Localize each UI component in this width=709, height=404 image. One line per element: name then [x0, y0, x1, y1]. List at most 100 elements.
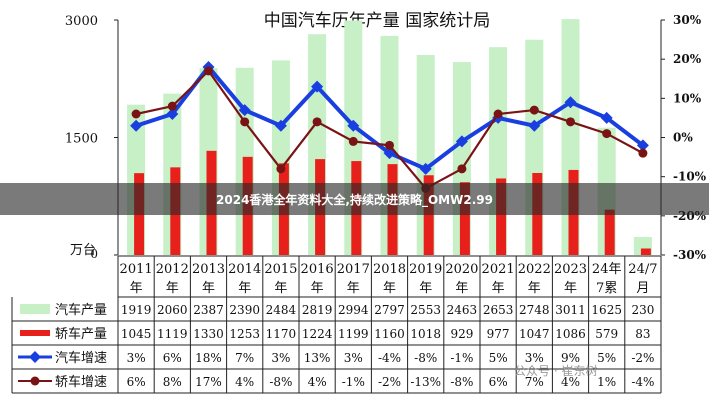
bar-car-output	[459, 182, 470, 255]
category-label: 24/7	[628, 262, 657, 277]
point-car-growth	[457, 164, 467, 174]
point-car-growth	[385, 140, 394, 150]
table-cell-value: 1224	[302, 327, 333, 341]
legend-marker-car-growth	[30, 376, 40, 386]
table-cell-value: 3011	[555, 303, 586, 317]
caption-text: 2024香港全年资料大全,持续改进策略_OMW2.99	[216, 192, 493, 207]
table-cell-value: 929	[450, 327, 473, 341]
category-label: 2021	[482, 262, 515, 277]
legend-label: 轿车产量	[55, 326, 107, 342]
table-cell-value: 3%	[271, 351, 290, 365]
table-cell-value: 3%	[344, 351, 363, 365]
table-cell-value: 1625	[591, 303, 622, 317]
point-car-growth	[348, 136, 358, 146]
category-label: 7累	[596, 281, 617, 296]
category-label: 24年	[592, 262, 622, 277]
table-cell-value: 2819	[302, 303, 333, 317]
table-cell-value: 1919	[121, 303, 152, 317]
point-vehicle-growth	[311, 80, 324, 93]
table-cell-value: 1045	[121, 327, 152, 341]
category-label: 年	[166, 281, 179, 296]
table-cell-value: 7%	[525, 375, 544, 389]
table-cell-value: 230	[631, 303, 654, 317]
y-right-tick-label: 30%	[673, 13, 702, 27]
point-vehicle-growth	[419, 162, 432, 175]
y-right-tick-label: 0%	[673, 131, 693, 145]
legend-swatch-car-output	[20, 330, 50, 336]
category-label: 2015	[264, 262, 297, 277]
point-car-growth	[566, 117, 575, 127]
point-car-growth	[602, 129, 612, 139]
point-car-growth	[312, 117, 322, 127]
point-vehicle-growth	[564, 96, 577, 109]
category-label: 年	[383, 281, 396, 296]
category-label: 年	[419, 281, 432, 296]
category-label: 2022	[518, 262, 551, 277]
point-vehicle-growth	[166, 108, 179, 120]
point-car-growth	[493, 109, 503, 119]
legend-label: 汽车增速	[55, 350, 107, 366]
table-cell-value: 3%	[525, 351, 544, 365]
point-car-growth	[240, 117, 250, 127]
table-cell-value: -4%	[378, 351, 401, 365]
table-cell-value: 1047	[519, 327, 550, 341]
table-cell-value: 4%	[235, 375, 254, 389]
point-car-growth	[131, 109, 141, 119]
category-label: 年	[202, 281, 215, 296]
table-cell-value: 83	[635, 327, 650, 341]
table-cell-value: 1160	[374, 327, 405, 341]
table-cell-value: 2797	[374, 303, 405, 317]
y-left-tick-label: 1500	[65, 132, 98, 147]
chart-title: 中国汽车历年产量 国家统计局	[264, 11, 490, 31]
table-cell-value: 18%	[195, 351, 222, 365]
category-label: 年	[492, 281, 505, 296]
caption-overlay: 2024香港全年资料大全,持续改进策略_OMW2.99	[0, 183, 709, 215]
table-cell-value: 9%	[561, 351, 580, 365]
category-label: 2016	[301, 262, 334, 277]
point-vehicle-growth	[347, 119, 360, 132]
table-cell-value: 6%	[163, 351, 182, 365]
bar-car-output	[604, 209, 615, 255]
table-cell-value: 2994	[338, 303, 369, 317]
table-cell-value: 977	[487, 327, 510, 341]
table-cell-value: -2%	[378, 375, 401, 389]
table-cell-value: 1330	[193, 327, 224, 341]
y-right-tick-label: 10%	[673, 91, 702, 105]
table-cell-value: -1%	[342, 375, 365, 389]
table-cell-value: 8%	[163, 375, 182, 389]
table-cell-value: 7%	[235, 351, 254, 365]
table-cell-value: -8%	[414, 351, 437, 365]
table-cell-value: 2463	[447, 303, 478, 317]
point-vehicle-growth	[600, 111, 613, 124]
category-label: 年	[455, 281, 468, 296]
category-label: 2020	[445, 262, 478, 277]
category-label: 2012	[156, 262, 189, 277]
table-cell-value: 1199	[338, 327, 369, 341]
category-label: 年	[274, 281, 287, 296]
legend-marker-vehicle-growth	[29, 351, 41, 363]
table-cell-value: 1253	[229, 327, 260, 341]
table-cell-value: 4%	[308, 375, 327, 389]
y-left-tick-label: 3000	[65, 14, 98, 29]
table-cell-value: -4%	[631, 375, 654, 389]
table-cell-value: -8%	[269, 375, 292, 389]
category-label: 年	[311, 281, 324, 296]
y-right-tick-label: -30%	[673, 248, 707, 262]
table-cell-value: 1119	[157, 327, 188, 341]
table-cell-value: -13%	[410, 375, 441, 389]
table-cell-value: 3%	[127, 351, 146, 365]
table-cell-value: 17%	[195, 375, 222, 389]
table-cell-value: 2060	[157, 303, 188, 317]
category-label: 2017	[337, 262, 370, 277]
point-vehicle-growth	[130, 119, 143, 132]
table-cell-value: 1086	[555, 327, 586, 341]
point-vehicle-growth	[455, 135, 468, 148]
y-left-unit: 万台	[70, 243, 96, 258]
table-cell-value: 2748	[519, 303, 550, 317]
point-car-growth	[204, 66, 213, 76]
category-label: 年	[238, 281, 251, 296]
table-cell-value: 2484	[266, 303, 297, 317]
table-cell-value: 2653	[483, 303, 514, 317]
table-cell-value: 6%	[489, 375, 508, 389]
